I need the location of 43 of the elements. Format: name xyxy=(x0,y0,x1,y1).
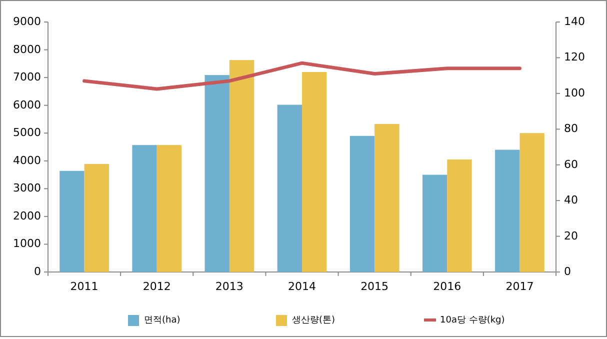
bar xyxy=(204,75,230,272)
x-tick-label: 2013 xyxy=(215,280,244,294)
y-tick-label: 7000 xyxy=(13,70,41,84)
y-tick-label: 5000 xyxy=(13,126,41,140)
x-tick-label: 2014 xyxy=(288,280,316,294)
y2-tick-label: 120 xyxy=(564,50,585,64)
bar xyxy=(84,164,109,272)
bar xyxy=(132,145,157,272)
line-series xyxy=(82,61,522,91)
y2-tick-label: 100 xyxy=(564,86,585,100)
y-tick-label: 6000 xyxy=(13,98,41,112)
y2-tick-label: 40 xyxy=(564,194,578,207)
bar xyxy=(422,174,448,272)
y-tick-label: 9000 xyxy=(13,15,41,28)
bar xyxy=(374,124,400,272)
x-tick-label: 2016 xyxy=(433,280,462,294)
bar xyxy=(520,133,544,272)
legend-label: 생산량(톤) xyxy=(292,315,336,326)
bar xyxy=(302,72,327,272)
y-tick-label: 0 xyxy=(34,265,41,278)
bar xyxy=(277,104,302,272)
legend-label: 면적(ha) xyxy=(144,315,180,326)
y-tick-label: 3000 xyxy=(13,182,41,195)
y-tick-label: 4000 xyxy=(13,154,41,167)
x-tick-label: 2012 xyxy=(142,280,171,294)
x-tick-label: 2017 xyxy=(506,280,534,294)
y2-tick-label: 60 xyxy=(564,158,578,171)
y2-tick-label: 140 xyxy=(564,15,585,28)
y-tick-label: 8000 xyxy=(13,42,41,56)
y-tick-label: 1000 xyxy=(13,237,41,250)
y2-tick-label: 20 xyxy=(564,229,578,242)
y2-tick-label: 80 xyxy=(564,122,578,136)
bar xyxy=(350,136,375,272)
bar xyxy=(229,60,254,272)
x-tick-label: 2015 xyxy=(360,280,389,294)
legend-label: 10a당 수량(kg) xyxy=(440,315,505,326)
bar xyxy=(60,170,84,272)
bar xyxy=(156,145,182,272)
y2-tick-label: 0 xyxy=(564,265,571,278)
bar xyxy=(447,160,472,272)
x-tick-label: 2011 xyxy=(70,280,98,294)
y-tick-label: 2000 xyxy=(13,209,41,222)
bar xyxy=(495,150,520,272)
